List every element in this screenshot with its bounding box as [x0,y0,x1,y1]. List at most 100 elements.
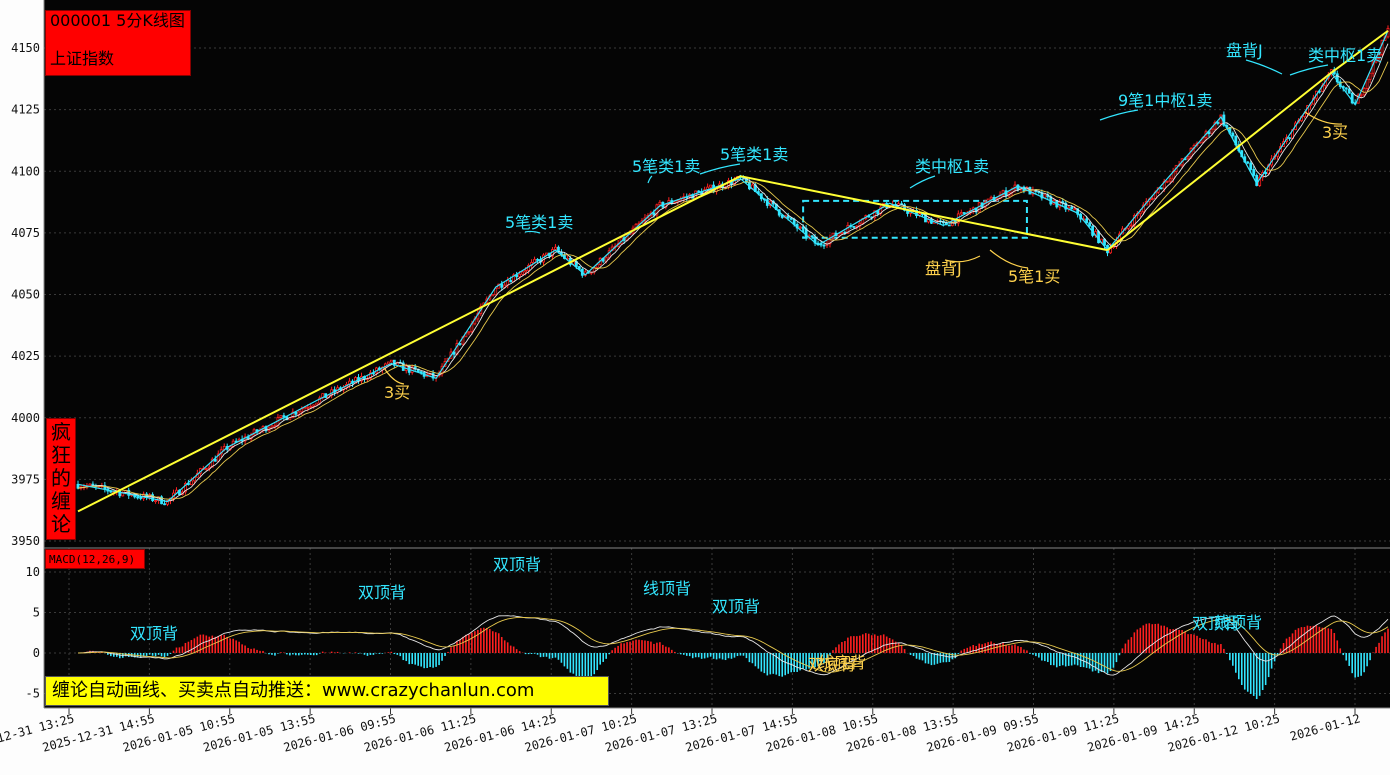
candle-body [1187,157,1189,159]
macd-signal-label: 双顶背 [130,624,178,643]
candle-body [554,247,556,249]
candle-body [205,468,207,469]
promo-banner[interactable]: 缠论自动画线、买卖点自动推送：www.crazychanlun.com [45,676,609,706]
candle-body [695,191,697,198]
signal-label: 盘背J [1226,41,1263,60]
candle-body [271,426,273,428]
logo-char: 的 [47,467,75,490]
signal-label: 类中枢1卖 [915,157,989,176]
price-axis: 4150 4125 4100 4075 4050 4025 4000 3975 3950 [11,41,40,548]
signal-label: 5笔1买 [1008,267,1060,286]
candle-body [468,332,470,333]
candle-body [1071,207,1073,209]
candle-body [1360,95,1362,96]
candle-body [525,271,527,272]
macd-signal-label: 线底背 [818,653,866,672]
macd-tick-label: 0 [33,646,40,660]
macd-signal-label: 双顶背 [358,583,406,602]
candle-body [802,227,804,229]
macd-label: MACD(12,26,9) [45,549,145,569]
candle-body [1345,88,1347,89]
candle-body [1250,163,1252,169]
candle-body [313,405,315,406]
candle-body [1086,219,1088,223]
candle-body [298,412,300,414]
price-tick-label: 4100 [11,164,40,178]
candle-body [811,236,813,237]
macd-axis: 10 5 0 -5 [26,565,40,701]
signal-label: 5笔类1卖 [505,213,573,232]
candle-body [1151,199,1153,200]
candle-body [1089,223,1091,226]
signal-label: 类中枢1卖 [1308,46,1382,65]
macd-signal-label: 线顶背 [1214,613,1262,632]
candle-body [316,403,318,405]
candle-body [963,213,965,214]
candle-body [420,372,422,373]
candle-body [1160,188,1162,189]
candle-body [853,226,855,227]
price-tick-label: 4075 [11,226,40,240]
candle-body [310,406,312,407]
logo-char: 缠 [47,490,75,513]
logo-char: 狂 [47,444,75,467]
time-tick-label: 2026-01-12 [1288,711,1361,743]
logo-char: 疯 [47,421,75,444]
signal-label: 5笔类1卖 [632,157,700,176]
candle-body [387,362,389,364]
price-tick-label: 4125 [11,103,40,117]
signal-label: 3买 [1322,123,1348,142]
candle-body [492,295,494,296]
candle-body [1166,181,1168,182]
price-tick-label: 4025 [11,349,40,363]
chart-code-title: 000001 5分K线图 [46,11,190,31]
candle-body [948,225,950,226]
candle-body [137,497,139,498]
candle-body [990,197,992,199]
chart-title-box: 000001 5分K线图 上证指数 [45,10,191,76]
candle-body [140,497,142,498]
candle-body [501,284,503,287]
candle-body [1098,232,1100,243]
signal-label: 5笔类1卖 [720,145,788,164]
macd-tick-label: 5 [33,606,40,620]
candle-body [519,274,521,276]
candle-body [1253,169,1255,175]
candle-body [155,501,157,502]
candle-body [710,185,712,187]
price-tick-label: 4000 [11,411,40,425]
candle-body [1247,162,1249,163]
price-tick-label: 3950 [11,534,40,548]
candle-body [790,218,792,219]
candle-body [1265,172,1267,173]
macd-tick-label: 10 [26,565,40,579]
candle-body [307,407,309,408]
price-tick-label: 3975 [11,472,40,486]
candle-body [823,245,825,246]
chart-index-name: 上证指数 [46,49,190,69]
signal-label: 9笔1中枢1卖 [1118,91,1213,110]
candle-body [653,213,655,215]
price-tick-label: 4150 [11,41,40,55]
candle-body [522,272,524,274]
candle-body [799,227,801,228]
main-panel-bg [44,0,1390,548]
candle-body [92,484,94,485]
candle-body [1232,133,1234,136]
candle-body [960,213,962,214]
candle-body [1074,209,1076,210]
candle-body [89,484,91,486]
candle-body [1211,129,1213,134]
candle-body [1130,225,1132,226]
candle-body [295,412,297,414]
candle-body [841,232,843,233]
candle-body [301,409,303,412]
signal-label: 3买 [384,383,410,402]
candle-body [190,481,192,485]
macd-signal-label: 双顶背 [493,555,541,574]
candle-body [164,504,166,505]
candle-body [1348,89,1350,93]
candle-body [1217,122,1219,123]
candle-body [510,280,512,281]
